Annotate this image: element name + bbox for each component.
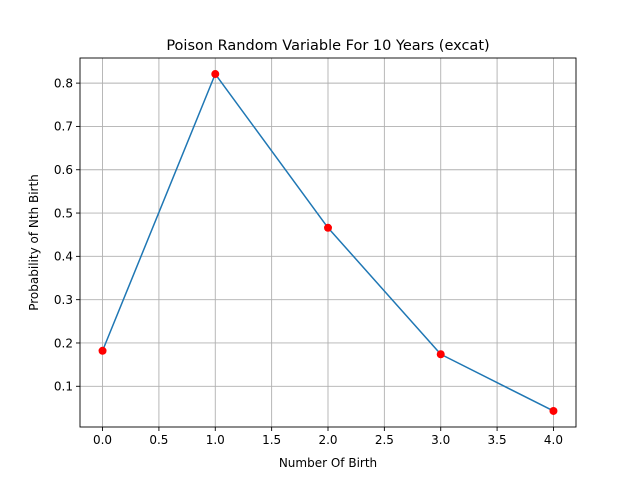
x-tick-label: 3.5: [488, 433, 507, 447]
x-tick-label: 0.5: [149, 433, 168, 447]
chart-title: Poison Random Variable For 10 Years (exc…: [166, 38, 489, 54]
y-tick-label: 0.2: [54, 336, 73, 350]
y-tick-label: 0.4: [54, 250, 73, 264]
data-point: [98, 346, 107, 355]
grid: [80, 58, 576, 427]
x-tick-label: 2.5: [375, 433, 394, 447]
series-layer: [98, 70, 558, 415]
x-axis: 0.0 0.5 1.0 1.5 2.0 2.5 3.0 3.5 4.0: [93, 427, 563, 447]
x-tick-label: 2.0: [318, 433, 337, 447]
data-point: [549, 406, 558, 415]
x-tick-label: 4.0: [544, 433, 563, 447]
y-axis: 0.1 0.2 0.3 0.4 0.5 0.6 0.7 0.8: [54, 76, 80, 394]
y-tick-label: 0.5: [54, 206, 73, 220]
y-axis-label: Probability of Nth Birth: [27, 174, 41, 311]
y-tick-label: 0.1: [54, 380, 73, 394]
data-point: [324, 223, 332, 232]
x-tick-label: 3.0: [431, 433, 450, 447]
x-tick-label: 1.0: [206, 433, 225, 447]
y-tick-label: 0.8: [54, 76, 73, 90]
x-tick-label: 1.5: [262, 433, 281, 447]
x-axis-label: Number Of Birth: [279, 456, 377, 470]
y-tick-label: 0.7: [54, 120, 73, 134]
data-point: [211, 70, 220, 79]
y-tick-label: 0.6: [54, 163, 73, 177]
y-tick-label: 0.3: [54, 293, 73, 307]
data-point: [436, 350, 445, 359]
x-tick-label: 0.0: [93, 433, 112, 447]
